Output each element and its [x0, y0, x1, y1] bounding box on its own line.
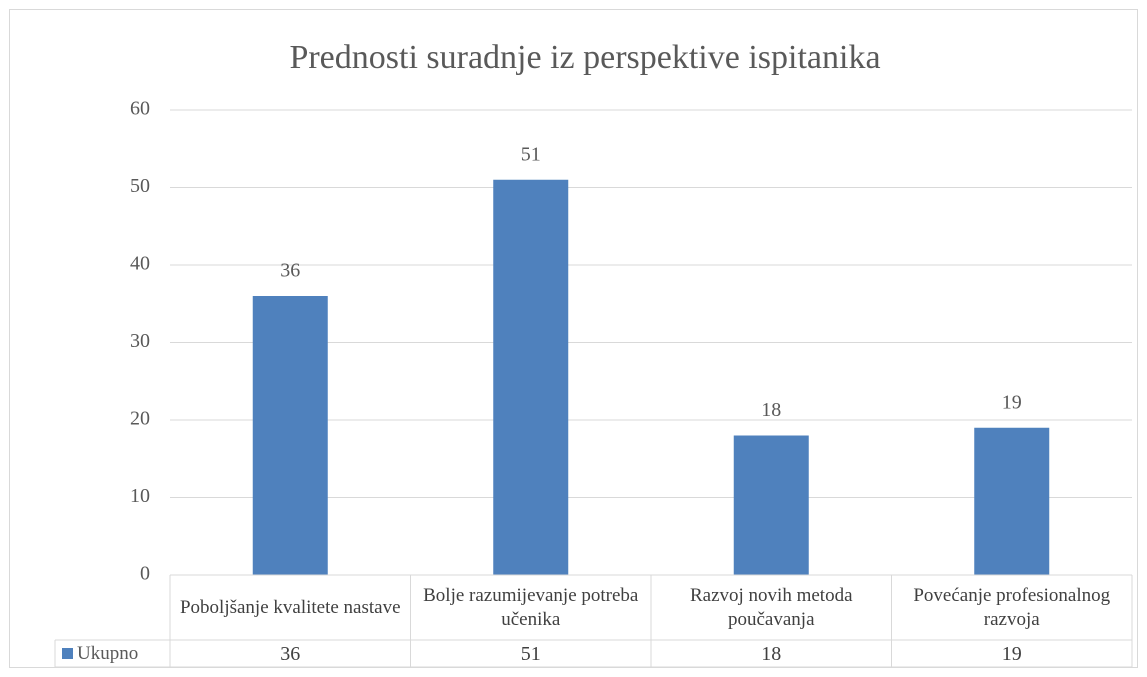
- data-label: 51: [521, 143, 541, 165]
- legend-label: Ukupno: [77, 643, 138, 664]
- chart-border: [9, 9, 1138, 668]
- y-tick-label: 30: [130, 330, 150, 352]
- category-label: Razvoj novih metoda poučavanja: [689, 584, 853, 630]
- bar: [733, 435, 809, 575]
- bar: [974, 427, 1050, 575]
- category-label: Poboljšanje kvalitete nastave: [179, 596, 401, 618]
- y-tick-label: 20: [130, 408, 150, 430]
- y-tick-label: 50: [130, 175, 150, 197]
- legend-swatch: [62, 648, 73, 659]
- data-label: 19: [1002, 391, 1022, 413]
- data-label: 18: [761, 399, 781, 421]
- table-value: 51: [520, 642, 541, 665]
- table-value: 19: [1001, 642, 1022, 665]
- y-tick-label: 10: [130, 485, 150, 507]
- chart-title: Prednosti suradnje iz perspektive ispita…: [289, 39, 880, 76]
- category-label: Povećanje profesionalnog razvoja: [913, 584, 1111, 630]
- y-tick-label: 0: [140, 563, 150, 585]
- category-label: Bolje razumijevanje potreba učenika: [423, 584, 639, 630]
- bar: [252, 296, 328, 575]
- data-label: 36: [280, 260, 300, 282]
- table-value: 18: [761, 642, 782, 665]
- bar: [493, 179, 569, 575]
- table-value: 36: [280, 642, 301, 665]
- y-tick-label: 60: [130, 98, 150, 120]
- y-tick-label: 40: [130, 253, 150, 275]
